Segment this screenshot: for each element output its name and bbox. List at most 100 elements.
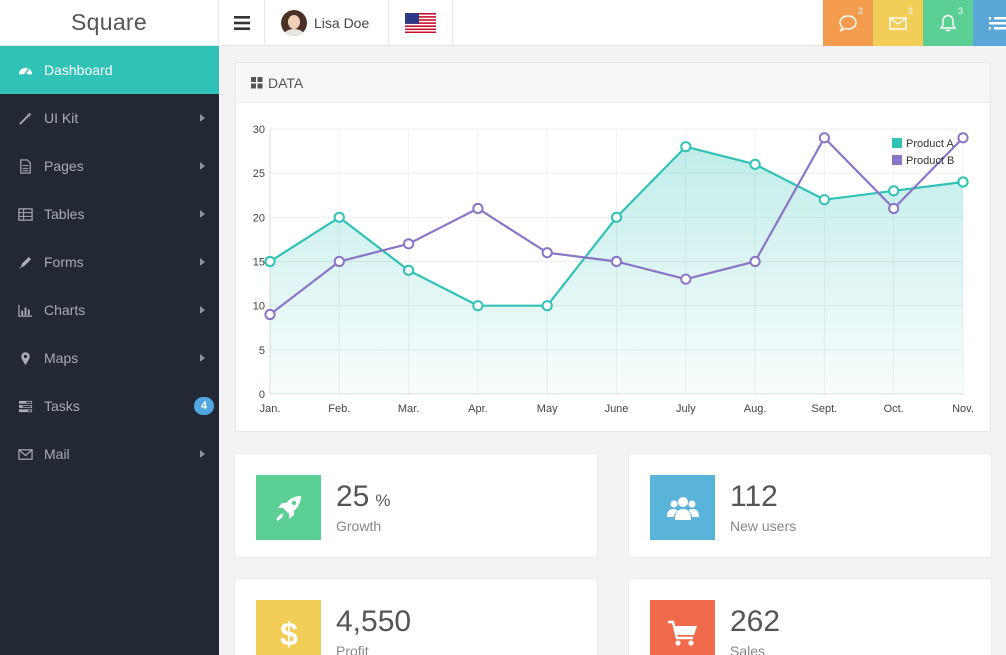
- chat-bubble-icon: [839, 15, 857, 32]
- stat-card-new-users: 112 New users: [628, 453, 992, 558]
- stat-icon-box: [650, 475, 715, 540]
- line-chart: 0 5 10 15 20 25 30 Jan. Feb. Mar. Apr. May June July A…: [253, 124, 974, 415]
- sidebar-item-forms[interactable]: Forms: [0, 238, 219, 286]
- data-point: [610, 211, 623, 223]
- messages-button[interactable]: 2: [823, 0, 873, 46]
- x-tick-label: May: [537, 403, 558, 415]
- data-point: [680, 141, 692, 153]
- dollar-icon: $: [280, 616, 298, 651]
- file-icon: [17, 158, 33, 174]
- stat-unit: %: [375, 491, 391, 510]
- top-bar: Lisa Doe 2 3 3: [219, 0, 1006, 46]
- stat-card-profit: $ 4,550 Profit: [234, 578, 598, 655]
- stat-value: 112: [730, 480, 778, 513]
- stat-icon-box: [650, 600, 715, 655]
- chevron-right-icon: [200, 354, 205, 362]
- us-flag-icon: [405, 13, 436, 33]
- y-tick-label: 0: [259, 389, 265, 401]
- envelope-icon: [17, 446, 33, 462]
- stat-card-sales: 262 Sales: [628, 578, 992, 655]
- chevron-right-icon: [200, 162, 205, 170]
- legend-swatch: [892, 138, 902, 148]
- stat-icon-box: [256, 475, 321, 540]
- data-point: [403, 238, 415, 250]
- data-point: [541, 247, 553, 259]
- data-point: [818, 132, 831, 144]
- x-tick-label: Sept.: [812, 403, 838, 415]
- messages-count: 2: [857, 6, 863, 16]
- sidebar-item-ui-kit[interactable]: UI Kit: [0, 94, 219, 142]
- stat-value: 25%: [336, 480, 391, 513]
- rocket-icon: [275, 495, 301, 521]
- x-tick-label: Apr.: [468, 403, 488, 415]
- data-point: [749, 158, 761, 170]
- series-area: [270, 146, 963, 394]
- sidebar-item-tasks[interactable]: Tasks 4: [0, 382, 219, 430]
- magic-wand-icon: [17, 110, 33, 126]
- envelope-icon: [889, 17, 907, 30]
- menu-toggle-button[interactable]: [219, 0, 265, 46]
- sidebar-item-pages[interactable]: Pages: [0, 142, 219, 190]
- alerts-button[interactable]: 3: [923, 0, 973, 46]
- sidebar-item-label: Maps: [44, 350, 79, 366]
- legend-label: Product B: [906, 155, 954, 167]
- sidebar-item-label: Dashboard: [44, 62, 113, 78]
- chevron-right-icon: [200, 306, 205, 314]
- x-tick-label: July: [676, 403, 696, 415]
- chevron-right-icon: [200, 114, 205, 122]
- dashboard-icon: [17, 62, 33, 78]
- x-tick-label: Mar.: [398, 403, 419, 415]
- sidebar-item-tables[interactable]: Tables: [0, 190, 219, 238]
- users-icon: [666, 496, 699, 520]
- list-icon: [989, 17, 1006, 30]
- shopping-cart-icon: [667, 620, 697, 646]
- user-name: Lisa Doe: [314, 15, 370, 31]
- panel-header: DATA: [236, 63, 990, 103]
- sidebar: Dashboard UI Kit Pages Tables Forms Char…: [0, 46, 219, 655]
- x-tick-label: June: [605, 403, 629, 415]
- options-menu-button[interactable]: [973, 0, 1006, 46]
- y-tick-label: 10: [253, 301, 265, 313]
- sidebar-item-dashboard[interactable]: Dashboard: [0, 46, 219, 94]
- data-point: [610, 255, 623, 268]
- x-tick-label: Nov.: [952, 403, 974, 415]
- language-selector[interactable]: [389, 0, 453, 46]
- data-point: [957, 132, 969, 144]
- sidebar-item-label: Pages: [44, 158, 84, 174]
- bell-icon: [939, 14, 957, 32]
- pencil-icon: [17, 254, 33, 270]
- tasks-count-badge: 4: [194, 397, 214, 415]
- data-point: [472, 202, 484, 215]
- y-tick-label: 20: [253, 212, 265, 224]
- data-point: [818, 194, 831, 206]
- data-panel: DATA 0 5 10 15 20 25 30 Jan. Feb. Mar. Apr. May June…: [235, 62, 991, 432]
- legend-label: Product A: [906, 138, 954, 150]
- data-point: [957, 176, 969, 188]
- chevron-right-icon: [200, 210, 205, 218]
- x-tick-label: Feb.: [328, 403, 350, 415]
- data-point: [403, 264, 415, 276]
- panel-title: DATA: [268, 74, 304, 91]
- hamburger-icon: [233, 16, 250, 30]
- sidebar-item-charts[interactable]: Charts: [0, 286, 219, 334]
- data-point: [264, 308, 276, 321]
- stat-value: 262: [730, 605, 781, 638]
- data-point: [680, 273, 692, 285]
- sidebar-item-maps[interactable]: Maps: [0, 334, 219, 382]
- y-tick-label: 15: [253, 257, 265, 269]
- chevron-right-icon: [200, 450, 205, 458]
- tasks-icon: [17, 398, 33, 414]
- x-tick-label: Oct.: [884, 403, 904, 415]
- x-tick-label: Aug.: [744, 403, 767, 415]
- user-menu[interactable]: Lisa Doe: [265, 0, 389, 46]
- avatar: [281, 10, 307, 36]
- y-tick-label: 5: [259, 345, 265, 357]
- brand-logo[interactable]: Square: [0, 0, 219, 46]
- sidebar-item-label: Charts: [44, 302, 86, 318]
- stat-icon-box: $: [256, 600, 321, 655]
- sidebar-item-label: Forms: [44, 254, 84, 270]
- sidebar-item-mail[interactable]: Mail: [0, 430, 219, 478]
- mail-button[interactable]: 3: [873, 0, 923, 46]
- data-point: [333, 211, 345, 223]
- legend-swatch: [892, 155, 902, 165]
